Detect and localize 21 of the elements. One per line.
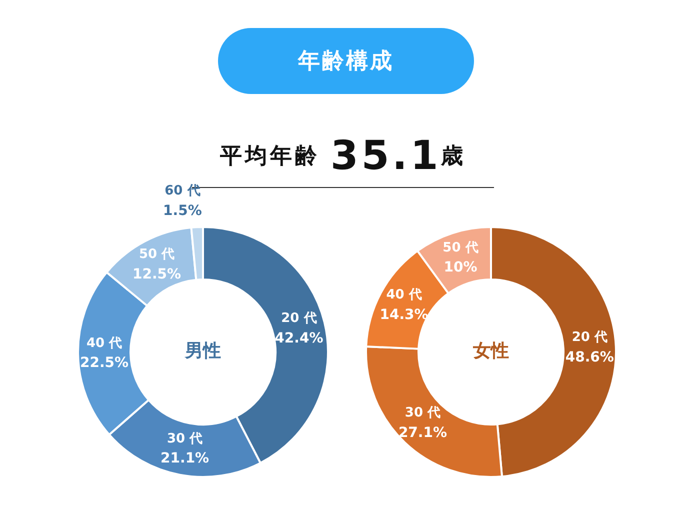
slice-label: 40 代 [86,336,122,351]
data-label: 42.4% [274,330,324,346]
slice-label: 50 代 [138,247,175,262]
data-label: 21.1% [160,450,210,467]
data-label: 1.5% [163,202,202,219]
data-label: 14.3% [380,306,428,323]
data-label: 12.5% [132,266,182,282]
slice-label: 20 代 [572,330,608,346]
data-label: 10% [444,260,478,276]
slice-label: 30 代 [166,431,203,446]
data-label: 22.5% [80,355,129,372]
slice-label: 40 代 [386,288,422,303]
data-label: 48.6% [565,349,614,366]
data-label: 27.1% [398,424,448,441]
slice-label: 30 代 [404,406,441,421]
text: 年齢構成 [218,28,474,94]
slice-label: 60 代 [164,184,200,199]
text: 男性 [184,340,221,362]
slice-label: 50 代 [442,240,478,256]
slice-label: 20 代 [281,311,317,326]
text: 女性 [472,340,509,362]
